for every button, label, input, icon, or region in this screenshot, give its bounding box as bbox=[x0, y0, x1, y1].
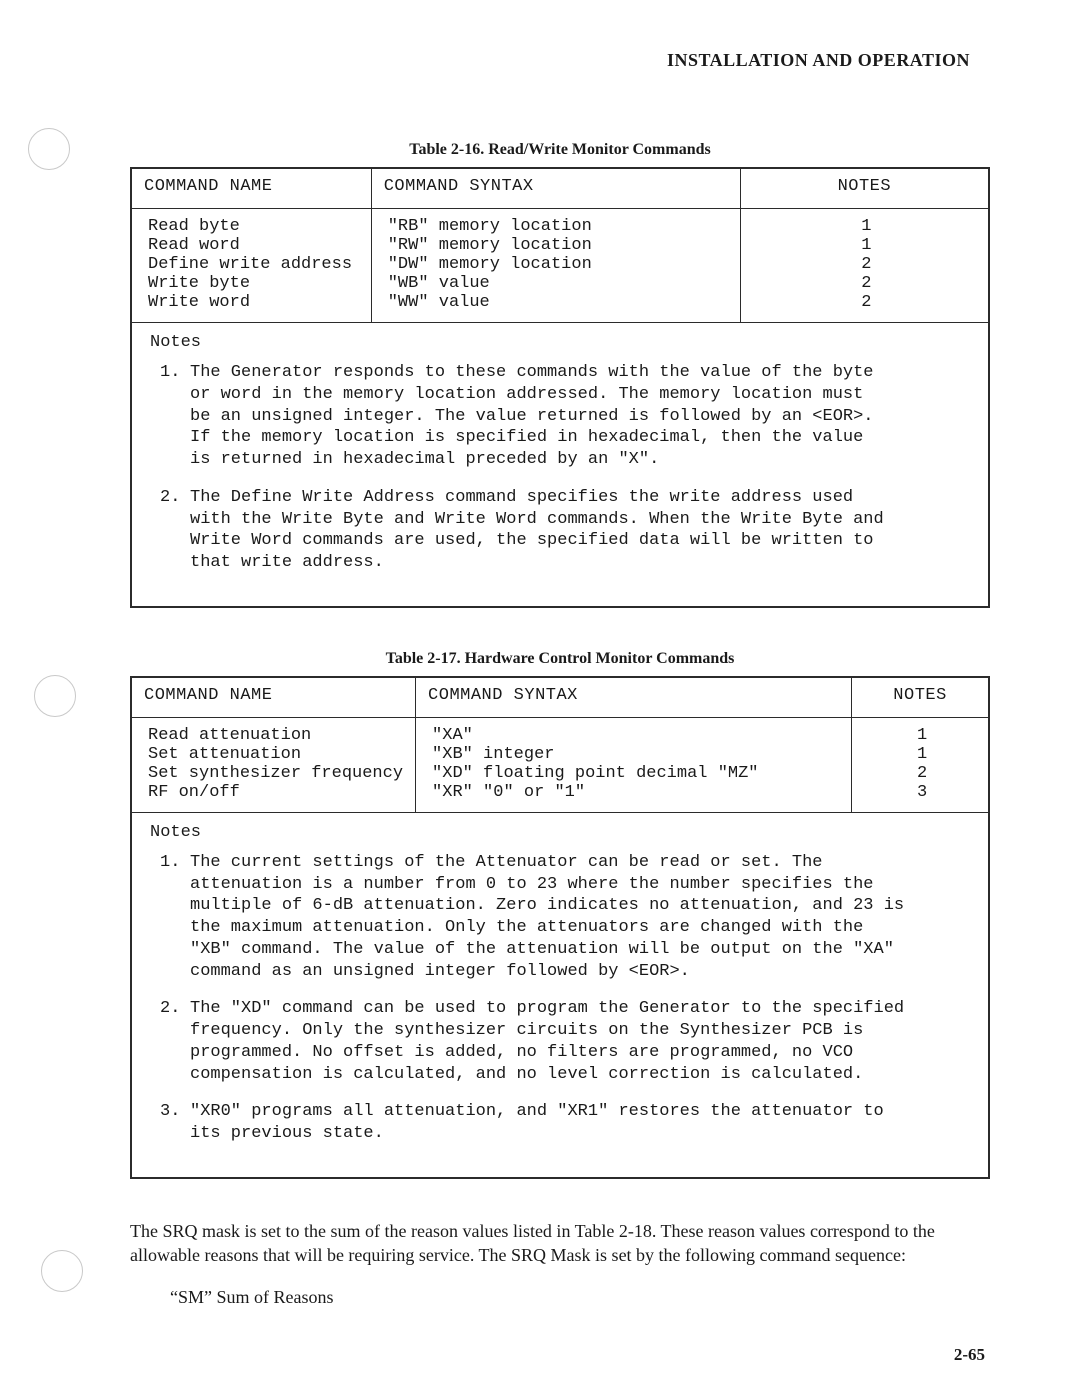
list-marker: 1. bbox=[160, 362, 180, 384]
table-header-row: COMMAND NAME COMMAND SYNTAX NOTES bbox=[131, 168, 989, 209]
note-text: The Generator responds to these commands… bbox=[190, 363, 874, 469]
notes-title: Notes bbox=[150, 333, 970, 352]
note-text: The current settings of the Attenuator c… bbox=[190, 853, 904, 981]
table-notes-row: Notes 1. The Generator responds to these… bbox=[131, 323, 989, 607]
cell-command-names: Read attenuation Set attenuation Set syn… bbox=[131, 717, 416, 812]
cell-command-syntax: "XA" "XB" integer "XD" floating point de… bbox=[416, 717, 852, 812]
cell-notes-numbers: 1 1 2 3 bbox=[852, 717, 989, 812]
table-2-16-caption: Table 2-16. Read/Write Monitor Commands bbox=[130, 141, 990, 159]
scan-artifact-icon bbox=[28, 128, 70, 170]
table-row: Read attenuation Set attenuation Set syn… bbox=[131, 717, 989, 812]
header-command-syntax: COMMAND SYNTAX bbox=[416, 677, 852, 718]
section-header: INSTALLATION AND OPERATION bbox=[130, 50, 970, 71]
header-command-name: COMMAND NAME bbox=[131, 677, 416, 718]
note-text: The Define Write Address command specifi… bbox=[190, 488, 884, 572]
table-read-write-monitor: COMMAND NAME COMMAND SYNTAX NOTES Read b… bbox=[130, 167, 990, 608]
list-marker: 3. bbox=[160, 1101, 180, 1123]
table-header-row: COMMAND NAME COMMAND SYNTAX NOTES bbox=[131, 677, 989, 718]
header-notes: NOTES bbox=[852, 677, 989, 718]
note-item: 3. "XR0" programs all attenuation, and "… bbox=[190, 1101, 970, 1145]
list-marker: 1. bbox=[160, 852, 180, 874]
note-item: 1. The current settings of the Attenuato… bbox=[190, 852, 970, 983]
notes-title: Notes bbox=[150, 823, 970, 842]
note-item: 2. The "XD" command can be used to progr… bbox=[190, 998, 970, 1085]
scan-artifact-icon bbox=[34, 675, 76, 717]
header-command-syntax: COMMAND SYNTAX bbox=[371, 168, 740, 209]
note-text: The "XD" command can be used to program … bbox=[190, 999, 904, 1083]
table-hardware-control-monitor: COMMAND NAME COMMAND SYNTAX NOTES Read a… bbox=[130, 676, 990, 1179]
body-paragraph: The SRQ mask is set to the sum of the re… bbox=[130, 1219, 990, 1268]
list-marker: 2. bbox=[160, 487, 180, 509]
header-command-name: COMMAND NAME bbox=[131, 168, 371, 209]
cell-notes-numbers: 1 1 2 2 2 bbox=[740, 209, 989, 323]
table-row: Read byte Read word Define write address… bbox=[131, 209, 989, 323]
note-item: 1. The Generator responds to these comma… bbox=[190, 362, 970, 471]
note-text: "XR0" programs all attenuation, and "XR1… bbox=[190, 1102, 884, 1143]
cell-command-syntax: "RB" memory location "RW" memory locatio… bbox=[371, 209, 740, 323]
scan-artifact-icon bbox=[41, 1250, 83, 1292]
table-notes-row: Notes 1. The current settings of the Att… bbox=[131, 812, 989, 1178]
page-number: 2-65 bbox=[954, 1345, 985, 1365]
list-marker: 2. bbox=[160, 998, 180, 1020]
body-indent-line: “SM” Sum of Reasons bbox=[130, 1287, 990, 1308]
header-notes: NOTES bbox=[740, 168, 989, 209]
note-item: 2. The Define Write Address command spec… bbox=[190, 487, 970, 574]
table-2-17-caption: Table 2-17. Hardware Control Monitor Com… bbox=[130, 650, 990, 668]
cell-command-names: Read byte Read word Define write address… bbox=[131, 209, 371, 323]
